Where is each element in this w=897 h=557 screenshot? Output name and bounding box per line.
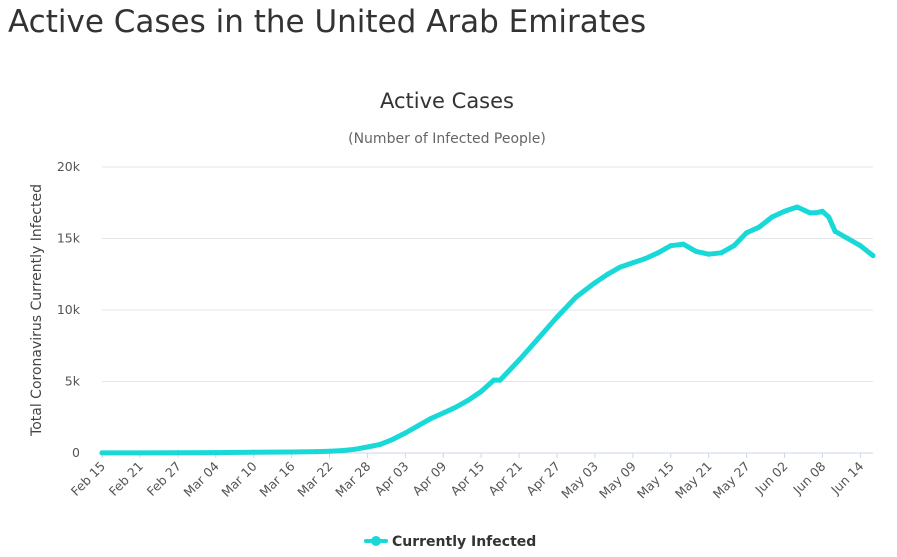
x-tick-label: Jun 02 — [751, 459, 790, 498]
x-tick-label: Feb 15 — [68, 459, 108, 499]
data-point[interactable] — [756, 224, 762, 230]
data-point[interactable] — [857, 243, 863, 249]
data-point[interactable] — [832, 228, 838, 234]
data-point[interactable] — [819, 208, 825, 214]
x-tick-label: Feb 21 — [106, 459, 146, 499]
y-axis-ticks: 0 5k 10k 15k 20k — [57, 159, 81, 460]
x-tick-label: May 03 — [558, 459, 601, 502]
x-tick-label: Apr 21 — [485, 459, 525, 499]
data-point[interactable] — [137, 450, 143, 456]
x-tick-label: May 27 — [710, 459, 753, 502]
data-point[interactable] — [175, 450, 181, 456]
data-point[interactable] — [327, 448, 333, 454]
y-tick-label: 20k — [57, 159, 81, 174]
chart-subtitle: (Number of Infected People) — [348, 131, 546, 147]
data-point[interactable] — [314, 449, 320, 455]
data-point[interactable] — [744, 230, 750, 236]
data-point[interactable] — [453, 404, 459, 410]
data-point[interactable] — [364, 444, 370, 450]
data-point[interactable] — [782, 208, 788, 214]
data-point[interactable] — [870, 253, 876, 259]
x-tick-label: Feb 27 — [144, 459, 184, 499]
data-point[interactable] — [693, 248, 699, 254]
data-point[interactable] — [289, 449, 295, 455]
data-point[interactable] — [428, 416, 434, 422]
data-point[interactable] — [497, 377, 503, 383]
grid-lines — [102, 166, 873, 454]
data-point[interactable] — [731, 243, 737, 249]
data-point[interactable] — [655, 250, 661, 256]
data-point[interactable] — [845, 236, 851, 241]
data-point[interactable] — [706, 251, 712, 257]
data-point[interactable] — [535, 336, 541, 342]
x-tick-label: Mar 10 — [218, 458, 259, 499]
data-point[interactable] — [99, 450, 105, 456]
data-point[interactable] — [491, 377, 497, 383]
data-point[interactable] — [440, 410, 446, 416]
chart-title: Active Cases — [380, 89, 514, 113]
data-point[interactable] — [478, 389, 484, 395]
data-point[interactable] — [516, 357, 522, 363]
x-tick-label: May 21 — [672, 459, 715, 502]
data-point[interactable] — [680, 241, 686, 247]
data-point[interactable] — [794, 204, 800, 210]
page-title: Active Cases in the United Arab Emirates — [8, 4, 647, 40]
y-tick-label: 0 — [72, 445, 80, 460]
x-tick-label: Mar 28 — [332, 458, 373, 499]
legend-label: Currently Infected — [392, 534, 536, 550]
x-tick-label: Jun 14 — [827, 458, 866, 497]
data-point[interactable] — [251, 449, 257, 455]
data-point[interactable] — [718, 250, 724, 256]
x-tick-label: Mar 04 — [181, 458, 222, 499]
data-point[interactable] — [630, 260, 636, 266]
data-point[interactable] — [826, 214, 832, 220]
x-tick-label: Apr 09 — [409, 458, 449, 498]
data-point[interactable] — [813, 210, 819, 216]
y-tick-label: 15k — [57, 231, 81, 246]
data-point[interactable] — [390, 436, 396, 442]
x-tick-label: Apr 03 — [372, 459, 412, 499]
data-point[interactable] — [415, 423, 421, 429]
x-tick-label: Mar 22 — [294, 459, 335, 500]
series-layer — [99, 204, 876, 456]
data-point[interactable] — [642, 256, 648, 262]
legend-marker-swatch — [371, 536, 381, 546]
x-tick-label: Apr 27 — [523, 459, 563, 499]
x-tick-label: Mar 16 — [256, 458, 297, 499]
data-point[interactable] — [339, 448, 345, 454]
x-tick-label: Jun 08 — [789, 458, 828, 497]
data-point[interactable] — [352, 446, 358, 452]
y-tick-label: 5k — [65, 374, 81, 389]
data-point[interactable] — [573, 294, 579, 300]
data-point[interactable] — [807, 210, 813, 216]
x-tick-label: Apr 15 — [447, 459, 487, 499]
x-tick-label: May 15 — [634, 459, 677, 502]
y-tick-label: 10k — [57, 302, 81, 317]
x-tick-label: May 09 — [596, 458, 639, 501]
data-point[interactable] — [592, 280, 598, 286]
data-point[interactable] — [466, 397, 472, 403]
data-point[interactable] — [617, 264, 623, 270]
series-line-currently-infected[interactable] — [99, 204, 876, 456]
y-axis-title: Total Coronavirus Currently Infected — [29, 184, 45, 437]
data-point[interactable] — [377, 441, 383, 447]
data-point[interactable] — [769, 214, 775, 220]
data-point[interactable] — [605, 271, 611, 277]
data-point[interactable] — [554, 314, 560, 320]
data-point[interactable] — [402, 430, 408, 436]
data-point[interactable] — [668, 243, 674, 249]
data-point[interactable] — [213, 450, 219, 456]
legend[interactable]: Currently Infected — [364, 534, 536, 550]
